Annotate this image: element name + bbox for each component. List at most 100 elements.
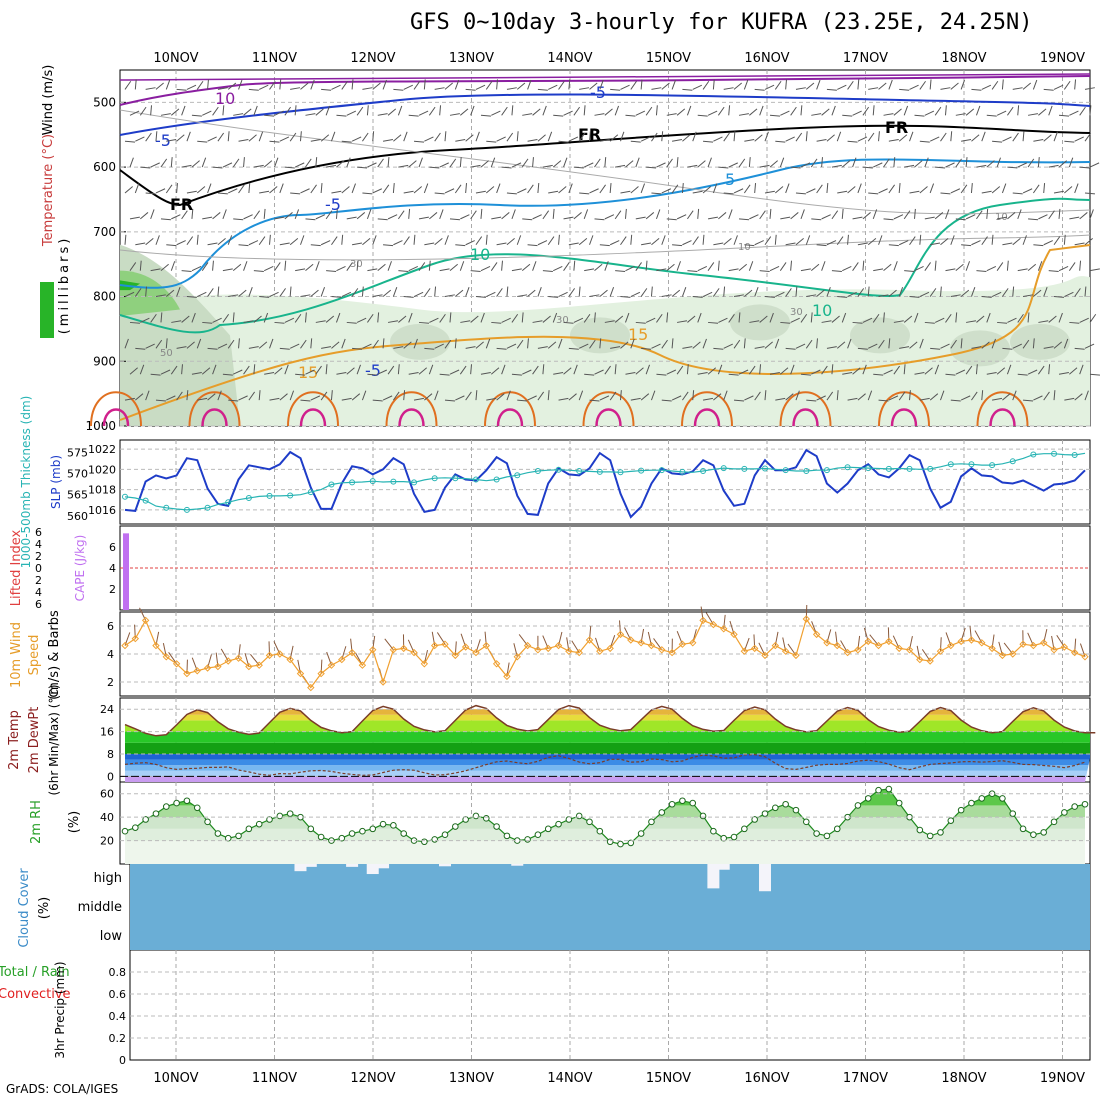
wind-barb <box>614 105 620 116</box>
wind-barb <box>336 371 347 375</box>
cape-tick: 6 <box>109 541 116 554</box>
wind-barb <box>160 263 169 272</box>
wind-barb <box>325 315 335 323</box>
rh-marker <box>255 820 263 828</box>
wind-barb <box>418 216 429 220</box>
rh-marker <box>132 824 139 831</box>
wind-barb <box>578 237 588 246</box>
wind-barb <box>764 236 772 246</box>
wind-barb <box>775 291 785 297</box>
wind-barb <box>810 312 813 323</box>
wind-barb <box>919 397 930 401</box>
wind10m-marker <box>441 640 449 648</box>
wind-barb <box>352 347 363 350</box>
wind-barb <box>248 134 257 142</box>
rh-marker <box>782 800 789 808</box>
wind-barb <box>650 286 653 297</box>
wind-barb <box>150 268 161 272</box>
wind-barb <box>775 186 784 194</box>
wind-barb <box>1053 236 1061 246</box>
wind-barb <box>248 240 259 246</box>
wind-barb <box>852 216 863 220</box>
wind-barb <box>764 390 767 401</box>
wind-barb <box>150 313 157 323</box>
wind-barb <box>475 390 478 401</box>
wind-barb <box>1079 364 1084 375</box>
wind-barb <box>403 341 412 349</box>
wind10m-marker <box>234 654 243 662</box>
wind-barb <box>434 286 437 297</box>
wind-barb <box>537 88 548 91</box>
x-tick-top: 17NOV <box>843 51 888 66</box>
thickness-marker <box>720 465 727 472</box>
wind-barb <box>836 131 842 142</box>
wind-barb <box>511 268 522 272</box>
wind10m-marker <box>503 672 511 681</box>
contour-gray <box>119 109 1091 215</box>
wind-barb <box>1007 106 1014 116</box>
wind-barb <box>986 312 991 323</box>
wind-barb <box>558 397 569 401</box>
wind10m-marker <box>389 646 398 654</box>
rh-marker <box>359 827 366 835</box>
wind-barb <box>754 391 761 401</box>
y-tick-label: 600 <box>93 160 116 174</box>
wind-barb <box>1048 210 1055 220</box>
x-tick-top: 13NOV <box>449 51 494 66</box>
wind-barb <box>558 186 567 194</box>
wind-barb <box>939 286 942 297</box>
wind-barb <box>986 371 997 375</box>
y-tick-label: 1000 <box>85 419 116 433</box>
wind-barb <box>248 182 251 194</box>
wind10m-marker <box>296 669 305 678</box>
wind-barb <box>532 261 537 271</box>
wind-barb <box>975 364 978 375</box>
wind-barb <box>274 321 285 324</box>
contour-orange-loop <box>582 391 635 427</box>
wind-barb <box>552 312 558 323</box>
wind-barb <box>516 339 524 349</box>
wind-barb <box>475 341 484 349</box>
rh-marker <box>916 826 924 834</box>
wind-barb <box>723 192 734 195</box>
rh-marker <box>895 799 903 807</box>
wind-barb <box>155 235 160 245</box>
wind-barb <box>713 242 724 246</box>
wind-barb <box>1043 182 1046 194</box>
contour-orange-loop <box>385 391 438 427</box>
rh-marker <box>307 825 315 833</box>
wind-barb <box>331 190 342 194</box>
wind-barb <box>454 338 457 349</box>
wind-barb <box>279 242 290 246</box>
rh-axis-label: 2m RH <box>29 800 44 844</box>
precip-legend-total: Total / Rain <box>0 965 70 980</box>
wind-barb <box>330 131 336 142</box>
wind-barb <box>676 157 679 168</box>
slp-tick: 1020 <box>88 463 116 476</box>
wind-barb <box>460 108 469 116</box>
wind-barb <box>1089 209 1094 220</box>
wind-barb <box>424 393 433 401</box>
wind-barb <box>868 343 878 349</box>
wind10m-marker <box>802 615 810 623</box>
wind-barb <box>630 140 641 143</box>
wind-barb <box>228 399 239 402</box>
wind-barb <box>831 270 842 273</box>
wind-barb <box>919 80 926 90</box>
wind-barb <box>774 338 780 349</box>
contour-label: 10 <box>470 245 490 264</box>
wind-barb <box>264 371 275 375</box>
wind-barb <box>821 214 831 220</box>
wind-barb <box>718 166 729 169</box>
wind-barb <box>490 367 500 375</box>
wind-barb <box>976 315 985 323</box>
cape-axis-label: CAPE (J/kg) <box>73 535 87 602</box>
rh-marker <box>627 839 635 847</box>
wind-barb <box>490 262 498 271</box>
wind-barb <box>733 188 744 194</box>
wind-barb <box>774 80 782 90</box>
wind-barb <box>300 82 309 90</box>
wind-barb <box>165 289 175 297</box>
wind-barb <box>269 338 274 349</box>
